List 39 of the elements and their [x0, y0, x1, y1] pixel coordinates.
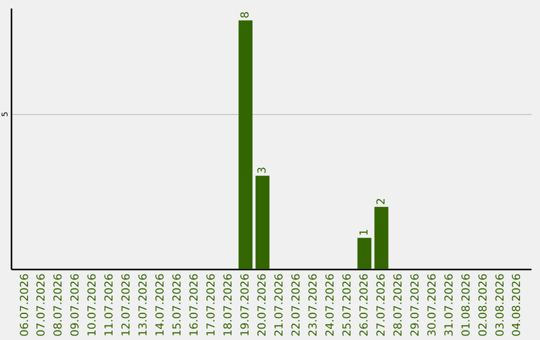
x-tick-label: 14.07.2026: [154, 274, 167, 336]
x-tick-label: 11.07.2026: [102, 274, 116, 336]
data-label: 8: [238, 11, 252, 18]
x-tick-label: 19.07.2026: [238, 274, 252, 336]
x-tick-label: 23.07.2026: [306, 274, 320, 336]
x-tick-label: 30.07.2026: [425, 274, 438, 336]
data-label: 3: [256, 166, 269, 174]
x-tick-label: 25.07.2026: [340, 274, 354, 336]
x-tick-label: 12.07.2026: [120, 274, 133, 336]
y-tick-label: 5: [0, 112, 10, 117]
x-tick-label: 10.07.2026: [86, 274, 99, 336]
x-tick-label: 09.07.2026: [68, 274, 82, 336]
x-tick-label: 27.07.2026: [374, 274, 388, 336]
x-tick-label: 20.07.2026: [256, 274, 269, 336]
x-tick-label: 08.07.2026: [52, 274, 65, 336]
bar: [374, 206, 388, 269]
x-tick-label: 01.08.2026: [459, 274, 472, 336]
x-tick-label: 24.07.2026: [323, 274, 336, 336]
x-tick-label: 06.07.2026: [18, 274, 31, 336]
data-label: 1: [357, 228, 370, 236]
data-label: 2: [374, 198, 388, 205]
x-tick-label: 22.07.2026: [289, 274, 302, 336]
x-tick-label: 28.07.2026: [391, 274, 404, 336]
x-tick-label: 03.08.2026: [493, 274, 506, 336]
x-tick-label: 21.07.2026: [272, 274, 286, 336]
x-tick-label: 04.08.2026: [510, 274, 524, 336]
x-tick-label: 29.07.2026: [408, 274, 422, 336]
x-tick-label: 13.07.2026: [136, 274, 150, 336]
x-tick-label: 15.07.2026: [170, 274, 184, 336]
bar: [357, 238, 372, 269]
bar: [256, 176, 270, 269]
x-tick-label: 16.07.2026: [188, 274, 201, 336]
x-tick-label: 18.07.2026: [222, 274, 235, 336]
x-tick-label: 02.08.2026: [476, 274, 490, 336]
x-tick-label: 26.07.2026: [357, 274, 370, 336]
bar: [238, 20, 252, 269]
x-tick-label: 17.07.2026: [204, 274, 218, 336]
x-tick-label: 07.07.2026: [34, 274, 48, 336]
x-tick-label: 31.07.2026: [442, 274, 456, 336]
